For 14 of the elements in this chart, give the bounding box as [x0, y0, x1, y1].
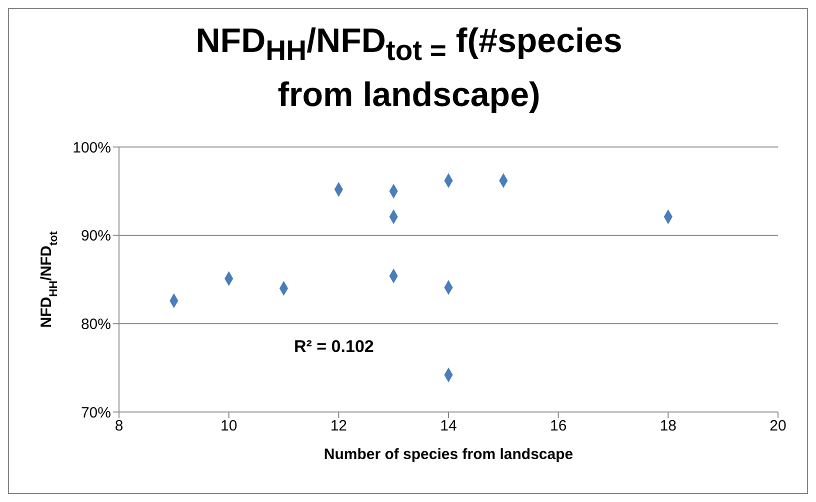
y-tick-label: 100% — [72, 139, 111, 156]
x-tick-label: 12 — [330, 418, 348, 435]
annotation: R² = 0.102 — [294, 337, 374, 357]
x-tick-label: 20 — [770, 418, 786, 435]
chart-title: NFD$_{HH}$/NFD$_{tot =}$ f(#species from landscape) — [194, 21, 624, 116]
y-tick-label: 70% — [80, 404, 111, 422]
x-tick-label: 14 — [440, 418, 457, 435]
x-tick-label: 16 — [550, 418, 567, 435]
y-tick-label: 90% — [80, 228, 111, 245]
x-tick-label: 18 — [660, 418, 677, 435]
x-tick-label: 10 — [220, 418, 238, 435]
y-tick-label: 80% — [80, 316, 111, 333]
x-tick-label: 8 — [114, 418, 124, 435]
x-axis-title: Number of species from landscape — [324, 446, 574, 463]
